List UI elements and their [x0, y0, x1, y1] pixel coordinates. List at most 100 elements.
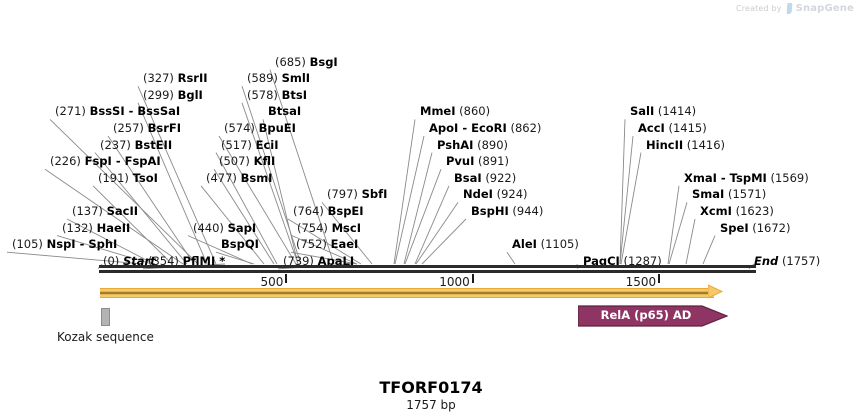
restriction-site-label[interactable]: (477) BsmI — [206, 170, 272, 185]
site-position: (1757) — [781, 253, 821, 268]
restriction-site-label[interactable]: (739) ApaLI — [283, 253, 355, 268]
restriction-site-label[interactable]: BspQI — [221, 238, 259, 250]
feature-arrow-rela[interactable] — [578, 303, 728, 329]
restriction-site-label[interactable]: (574) BpuEI — [224, 121, 296, 135]
restriction-site-label[interactable]: SpeI (1672) — [720, 222, 791, 234]
site-position: (191) — [98, 170, 129, 185]
enzyme-name: TspMI — [729, 170, 767, 185]
restriction-site-label[interactable]: (354) PflMI * — [148, 253, 225, 268]
enzyme-name: XmaI — [684, 170, 717, 185]
site-position: (1415) — [668, 121, 707, 135]
orf-arrow-head[interactable] — [708, 283, 726, 301]
site-position: (1105) — [540, 237, 579, 252]
restriction-site-label[interactable]: (327) RsrII — [143, 71, 208, 86]
restriction-site-label[interactable]: (752) EaeI — [296, 237, 358, 252]
enzyme-name: MmeI — [420, 104, 456, 119]
restriction-site-label[interactable]: (754) MscI — [297, 220, 361, 235]
enzyme-name: NdeI — [463, 187, 493, 202]
site-leader-line — [404, 169, 442, 265]
site-position: (860) — [459, 104, 491, 119]
enzyme-name: SapI — [227, 220, 257, 235]
page-title: TFORF0174 — [379, 378, 483, 397]
site-position: (924) — [496, 187, 528, 202]
ruler-tick-label: 1000 — [439, 275, 470, 289]
restriction-site-label[interactable]: BtsaI — [268, 106, 301, 118]
ruler-tick-label: 500 — [260, 275, 284, 289]
site-position: (578) — [247, 87, 278, 102]
snapgene-logo-icon — [786, 3, 792, 14]
enzyme-name: MscI — [331, 220, 361, 235]
restriction-site-label[interactable]: XcmI (1623) — [700, 205, 774, 217]
site-position: (752) — [296, 237, 327, 252]
restriction-site-label[interactable]: SmaI (1571) — [692, 187, 767, 202]
restriction-site-label[interactable]: XmaI - TspMI (1569) — [684, 170, 809, 185]
restriction-site-label[interactable]: BsaI (922) — [454, 172, 516, 184]
site-position: (0) — [103, 253, 120, 268]
enzyme-name: EciI — [255, 137, 279, 152]
enzyme-name: BssSaI — [137, 104, 181, 119]
restriction-site-label[interactable]: HincII (1416) — [646, 139, 725, 151]
restriction-site-label[interactable]: (764) BspEI — [293, 204, 364, 218]
restriction-site-label[interactable]: PvuI (891) — [446, 155, 509, 167]
restriction-site-label[interactable]: (440) SapI — [193, 220, 257, 235]
restriction-site-label[interactable]: ApoI - EcoRI (862) — [429, 121, 542, 135]
site-position: (354) — [148, 253, 179, 268]
restriction-site-label[interactable]: (797) SbfI — [327, 187, 387, 202]
restriction-site-label[interactable]: AleI (1105) — [512, 237, 579, 252]
restriction-site-label[interactable]: End (1757) — [754, 253, 821, 268]
restriction-site-label[interactable]: (589) SmlI — [247, 71, 311, 86]
site-leader-line — [506, 251, 516, 265]
restriction-site-label[interactable]: (105) NspI - SphI — [12, 237, 117, 252]
enzyme-name: KflI — [253, 154, 276, 169]
restriction-site-label[interactable]: (517) EciI — [221, 137, 279, 152]
orf-arrow-shaft[interactable] — [100, 288, 714, 298]
restriction-site-label[interactable]: (137) SacII — [72, 205, 138, 217]
restriction-site-label[interactable]: (0) Start — [103, 253, 156, 268]
site-position: (797) — [327, 187, 358, 202]
site-leader-line — [415, 202, 459, 265]
restriction-site-label[interactable]: (299) BglI — [143, 87, 203, 102]
restriction-site-label[interactable]: (507) KflI — [219, 154, 276, 169]
site-position: (574) — [224, 121, 255, 135]
ruler-tick — [658, 274, 661, 283]
restriction-site-label[interactable]: BspHI (944) — [471, 205, 543, 217]
site-position: (685) — [275, 54, 306, 69]
enzyme-name: ApaLI — [317, 253, 355, 268]
site-position: (739) — [283, 253, 314, 268]
restriction-site-label[interactable]: (271) BssSI - BssSaI — [55, 104, 181, 119]
site-position: (862) — [510, 121, 542, 135]
kozak-sequence-marker[interactable] — [101, 308, 110, 326]
restriction-site-label[interactable]: (257) BsrFI — [113, 122, 181, 134]
enzyme-name: RsrII — [177, 71, 208, 86]
site-position: (105) — [12, 237, 43, 252]
site-leader-line — [620, 152, 642, 265]
site-position: (1287) — [623, 253, 662, 268]
restriction-site-label[interactable]: (685) BsgI — [275, 54, 338, 69]
snapgene-credit: Created by SnapGene — [736, 3, 854, 14]
restriction-site-label[interactable]: SalI (1414) — [630, 106, 696, 118]
enzyme-name: SmaI — [692, 187, 725, 202]
enzyme-name: SmlI — [281, 71, 311, 86]
site-position: (890) — [477, 137, 509, 152]
enzyme-name: EcoRI — [471, 121, 507, 135]
restriction-site-label[interactable]: (237) BstEII — [100, 137, 172, 152]
enzyme-name: BspEI — [327, 204, 364, 218]
enzyme-name: PshAI — [437, 137, 474, 152]
site-position: (1571) — [727, 187, 767, 202]
enzyme-name: BglI — [177, 87, 203, 102]
enzyme-name: PflMI — [182, 253, 216, 268]
restriction-site-label[interactable]: PaqCI (1287) — [583, 253, 662, 268]
site-position: (477) — [206, 170, 237, 185]
site-position: (237) — [100, 137, 131, 152]
restriction-site-label[interactable]: AccI (1415) — [638, 121, 707, 135]
restriction-site-label[interactable]: MmeI (860) — [420, 104, 491, 119]
restriction-site-label[interactable]: (132) HaeII — [62, 222, 130, 234]
restriction-site-label[interactable]: (578) BtsI — [247, 87, 307, 102]
restriction-site-label[interactable]: (226) FspI - FspAI — [50, 155, 161, 167]
restriction-site-label[interactable]: NdeI (924) — [463, 187, 528, 202]
restriction-site-label[interactable]: PshAI (890) — [437, 137, 509, 152]
site-leader-line — [421, 218, 467, 265]
restriction-site-label[interactable]: (191) TsoI — [98, 170, 158, 185]
snapgene-brand-label: SnapGene — [795, 3, 854, 14]
site-name-separator: - — [458, 121, 472, 135]
